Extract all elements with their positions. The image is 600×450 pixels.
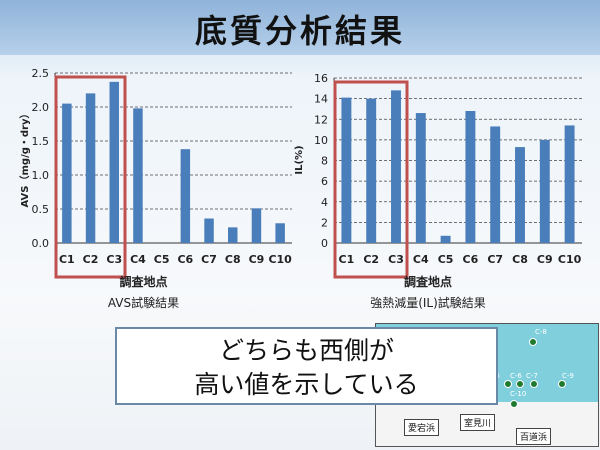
bar	[228, 227, 238, 243]
x-tick-label: C4	[413, 253, 429, 266]
y-tick-label: 0.5	[32, 203, 50, 216]
x-tick-label: C9	[249, 253, 265, 266]
bar	[490, 126, 501, 243]
bar	[564, 125, 575, 243]
bar	[251, 208, 262, 243]
x-tick-label: C7	[487, 253, 503, 266]
bar	[366, 98, 377, 243]
chart-title: AVS試験結果	[108, 295, 179, 310]
bar	[341, 97, 352, 243]
map-site-marker	[510, 400, 518, 408]
callout-line-2: 高い値を示している	[194, 370, 419, 399]
y-tick-label: 16	[314, 72, 328, 85]
bar	[204, 218, 214, 243]
callout-box: どちらも西側が 高い値を示している	[115, 327, 498, 405]
map-site-marker	[558, 380, 566, 388]
map-site-marker	[530, 380, 538, 388]
title-bar	[0, 0, 600, 55]
y-axis-label: IL(%)	[294, 145, 305, 174]
bar	[180, 149, 191, 243]
bar	[109, 81, 119, 243]
y-tick-label: 0	[321, 237, 328, 250]
y-tick-label: 10	[314, 134, 328, 147]
map-site-marker	[516, 380, 524, 388]
bar	[539, 139, 550, 243]
y-tick-label: 14	[314, 93, 328, 106]
x-tick-label: C7	[201, 253, 217, 266]
x-tick-label: C6	[177, 253, 193, 266]
map-site-label: C-8	[535, 328, 547, 336]
y-tick-label: 2.5	[32, 67, 50, 80]
callout-line-1: どちらも西側が	[218, 336, 394, 365]
x-axis-label: 調査地点	[404, 274, 452, 289]
map-place-momochihama: 百道浜	[516, 428, 552, 445]
bar	[440, 235, 451, 243]
y-tick-label: 4	[321, 196, 328, 209]
x-tick-label: C8	[225, 253, 241, 266]
map-place-muromigawa: 室見川	[460, 414, 496, 431]
bar	[391, 90, 401, 243]
chart-title: 強熱減量(IL)試験結果	[370, 295, 486, 310]
highlight-box	[333, 80, 409, 279]
map-site-marker	[504, 380, 512, 388]
map-site-label: C-7	[526, 372, 538, 380]
bar	[275, 223, 285, 243]
y-tick-label: 1.5	[32, 135, 50, 148]
x-tick-label: C5	[154, 253, 170, 266]
map-site-label: C-9	[562, 372, 574, 380]
map-site-label: C-6	[510, 372, 522, 380]
bar	[415, 113, 426, 243]
bar	[465, 111, 476, 243]
y-tick-label: 2	[321, 216, 328, 229]
x-tick-label: C4	[130, 253, 146, 266]
y-tick-label: 8	[321, 155, 328, 168]
map-place-atagohama: 愛宕浜	[404, 419, 440, 436]
x-tick-label: C10	[558, 253, 582, 266]
page-title: 底質分析結果	[194, 12, 405, 50]
bar	[515, 147, 525, 243]
x-tick-label: C9	[537, 253, 553, 266]
bar	[85, 93, 96, 244]
x-tick-label: C5	[438, 253, 454, 266]
x-tick-label: C2	[83, 253, 99, 266]
y-tick-label: 0.0	[32, 237, 50, 250]
x-tick-label: C10	[268, 253, 292, 266]
bar	[133, 108, 143, 243]
x-tick-label: C1	[339, 253, 355, 266]
x-tick-label: C6	[463, 253, 479, 266]
map-site-marker	[529, 338, 537, 346]
y-tick-label: 6	[321, 175, 328, 188]
x-axis-label: 調査地点	[119, 274, 167, 289]
y-tick-label: 12	[314, 113, 328, 126]
x-tick-label: C8	[512, 253, 528, 266]
bar	[62, 103, 72, 243]
y-axis-label: AVS（mg/g・dry）	[18, 109, 31, 208]
y-tick-label: 2.0	[32, 101, 50, 114]
x-tick-label: C1	[59, 253, 75, 266]
x-tick-label: C3	[106, 253, 122, 266]
map-site-label: C-10	[510, 390, 527, 398]
highlight-box	[54, 75, 127, 279]
x-tick-label: C3	[388, 253, 404, 266]
x-tick-label: C2	[363, 253, 379, 266]
y-tick-label: 1.0	[32, 169, 50, 182]
